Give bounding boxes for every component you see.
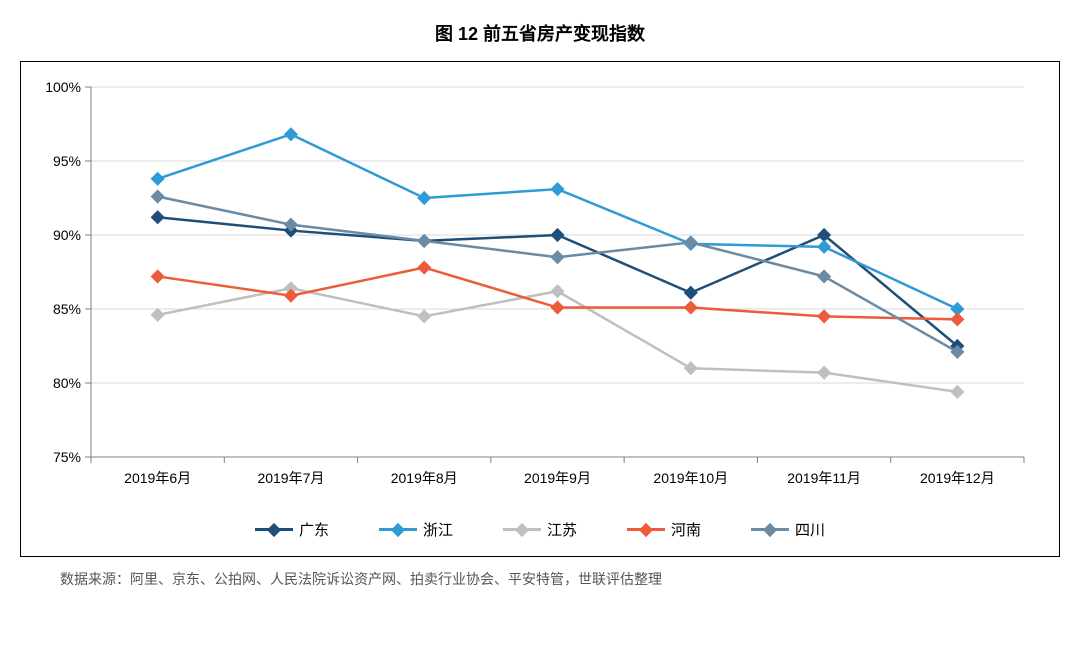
legend-line [627,528,665,531]
source-note: 数据来源：阿里、京东、公拍网、人民法院诉讼资产网、拍卖行业协会、平安特管，世联评… [60,569,1060,589]
svg-text:80%: 80% [53,375,81,391]
legend-line [503,528,541,531]
chart-title: 图 12 前五省房产变现指数 [20,20,1060,46]
legend-line [751,528,789,531]
legend-label: 四川 [795,519,825,540]
svg-text:2019年7月: 2019年7月 [257,470,324,486]
legend-item: 四川 [751,519,825,540]
legend-marker-icon [391,522,405,536]
legend-line [379,528,417,531]
legend-item: 江苏 [503,519,577,540]
svg-text:100%: 100% [45,79,81,95]
chart-container: 图 12 前五省房产变现指数 75% 80% 85% 90% 95% 100% 2019年6… [20,20,1060,589]
plot-area: 75% 80% 85% 90% 95% 100% 2019年6月 2019年7月 2019年8月… [36,77,1044,507]
legend-marker-icon [763,522,777,536]
legend-label: 江苏 [547,519,577,540]
legend-marker-icon [639,522,653,536]
svg-text:85%: 85% [53,301,81,317]
legend-marker-icon [515,522,529,536]
svg-text:2019年6月: 2019年6月 [124,470,191,486]
svg-text:90%: 90% [53,227,81,243]
legend-marker-icon [267,522,281,536]
legend-line [255,528,293,531]
legend-item: 河南 [627,519,701,540]
svg-text:95%: 95% [53,153,81,169]
svg-text:2019年9月: 2019年9月 [524,470,591,486]
legend-label: 浙江 [423,519,453,540]
svg-text:75%: 75% [53,449,81,465]
legend-item: 广东 [255,519,329,540]
chart-legend: 广东 浙江 江苏 河南 四川 [36,519,1044,546]
legend-item: 浙江 [379,519,453,540]
legend-label: 河南 [671,519,701,540]
svg-text:2019年11月: 2019年11月 [787,470,861,486]
svg-text:2019年8月: 2019年8月 [391,470,458,486]
line-chart-svg: 75% 80% 85% 90% 95% 100% 2019年6月 2019年7月 2019年8月… [36,77,1044,507]
svg-text:2019年10月: 2019年10月 [653,470,728,486]
legend-label: 广东 [299,519,329,540]
svg-text:2019年12月: 2019年12月 [920,470,995,486]
chart-box: 75% 80% 85% 90% 95% 100% 2019年6月 2019年7月 2019年8月… [20,61,1060,557]
